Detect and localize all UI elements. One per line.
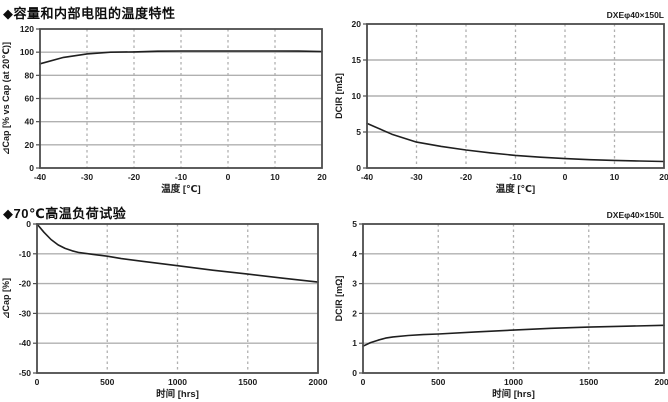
chart-dcir-vs-temperature: 0 5 10 15 20 -40 -30 -20 -10 0 10 20 温度 [℃] DCIR [mΩ]… [334, 0, 668, 201]
y-tick-label: 100 [20, 47, 34, 57]
y-tick-label: 5 [356, 127, 361, 137]
x-tick-label: -30 [410, 172, 423, 182]
chart-dcir-vs-time: 0 1 2 3 4 5 0 500 1000 1500 2000 时间 [hrs] DCIR [mΩ] D… [334, 201, 668, 402]
y-tick-label: -10 [19, 249, 32, 259]
x-axis-label: 时间 [hrs] [156, 388, 199, 400]
y-tick-label: 1 [352, 338, 357, 348]
x-tick-label: 20 [317, 172, 327, 182]
y-tick-label: 20 [25, 140, 35, 150]
x-tick-label: 0 [35, 377, 40, 387]
x-tick-label: 10 [610, 172, 620, 182]
y-tick-label: 3 [352, 279, 357, 289]
x-tick-label: 1000 [168, 377, 187, 387]
x-tick-label: -30 [81, 172, 94, 182]
y-tick-label: 2 [352, 308, 357, 318]
y-tick-label: 120 [20, 24, 34, 34]
plot-frame [36, 223, 319, 374]
y-tick-label: 5 [352, 219, 357, 229]
x-tick-label: 0 [563, 172, 568, 182]
x-axis-label: 温度 [℃] [496, 183, 535, 195]
series-line [39, 50, 323, 65]
y-tick-label: -50 [19, 368, 32, 378]
x-tick-label: 20 [659, 172, 668, 182]
y-tick-label: 20 [352, 19, 362, 29]
x-tick-label: -40 [34, 172, 47, 182]
series-line [362, 324, 665, 347]
chart-dcir-vs-time-svg: 0 1 2 3 4 5 0 500 1000 1500 2000 时间 [hrs] DCIR [mΩ] D… [334, 210, 668, 400]
x-tick-label: -20 [128, 172, 141, 182]
y-axis-label: DCIR [mΩ] [334, 276, 344, 322]
series-line [366, 122, 665, 163]
device-annotation: DXEφ40×150L [607, 210, 664, 220]
y-axis-label: DCIR [mΩ] [334, 73, 344, 119]
x-tick-label: -40 [361, 172, 374, 182]
y-tick-label: 4 [352, 249, 357, 259]
chart-cap-vs-temperature: 0 20 40 60 80 100 120 -40 -30 -20 -10 0 10 20 温度 [℃] ⊿C… [0, 0, 334, 201]
section-title-capacitance-temperature: ◆容量和内部电阻的温度特性 [3, 6, 176, 21]
chart-dcir-vs-temperature-svg: 0 5 10 15 20 -40 -30 -20 -10 0 10 20 温度 [℃] DCIR [mΩ]… [334, 10, 668, 195]
x-tick-label: 1000 [504, 377, 523, 387]
x-axis-label: 温度 [℃] [161, 183, 200, 195]
x-tick-label: 2000 [655, 377, 668, 387]
x-tick-label: 2000 [309, 377, 328, 387]
x-tick-label: 0 [361, 377, 366, 387]
y-axis-label: ⊿Cap [% vs Cap (at 20℃)] [1, 42, 11, 155]
x-tick-label: -10 [509, 172, 522, 182]
series-line [36, 223, 319, 283]
x-tick-label: 1500 [238, 377, 257, 387]
x-tick-label: 500 [100, 377, 114, 387]
y-axis-label: ⊿Cap [%] [1, 278, 11, 319]
y-tick-label: 0 [356, 163, 361, 173]
x-tick-label: 0 [226, 172, 231, 182]
y-tick-label: 10 [352, 91, 362, 101]
device-annotation: DXEφ40×150L [607, 10, 664, 20]
y-tick-label: 60 [25, 94, 35, 104]
y-tick-label: 40 [25, 117, 35, 127]
x-tick-label: 10 [270, 172, 280, 182]
x-tick-label: 1500 [579, 377, 598, 387]
y-tick-label: 15 [352, 55, 362, 65]
x-tick-label: -20 [460, 172, 473, 182]
y-tick-label: 0 [352, 368, 357, 378]
y-tick-label: -30 [19, 308, 32, 318]
y-tick-label: -20 [19, 279, 32, 289]
y-tick-label: -40 [19, 338, 32, 348]
y-tick-label: 0 [26, 219, 31, 229]
x-axis-label: 时间 [hrs] [492, 388, 535, 400]
chart-cap-vs-temperature-svg: 0 20 40 60 80 100 120 -40 -30 -20 -10 0 10 20 温度 [℃] ⊿C… [1, 24, 327, 195]
x-tick-label: 500 [431, 377, 445, 387]
x-tick-label: -10 [175, 172, 188, 182]
y-tick-label: 80 [25, 70, 35, 80]
y-tick-label: 0 [29, 163, 34, 173]
plot-frame [362, 223, 665, 374]
section-title-high-temp-load-test: ◆70℃高温负荷试验 [3, 206, 127, 221]
chart-cap-vs-time: 0 -10 -20 -30 -40 -50 0 500 1000 1500 2000 时间 [hrs]… [0, 201, 334, 402]
